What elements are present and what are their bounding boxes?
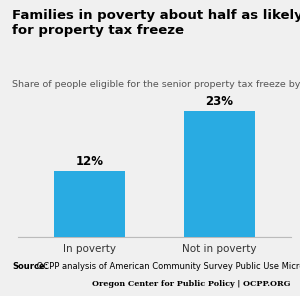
Text: OCPP analysis of American Community Survey Public Use Microdata.: OCPP analysis of American Community Surv…: [34, 262, 300, 271]
Text: Source:: Source:: [12, 262, 48, 271]
Text: 12%: 12%: [76, 155, 103, 168]
Text: Share of people eligible for the senior property tax freeze by poverty: Share of people eligible for the senior …: [12, 80, 300, 89]
Text: Families in poverty about half as likely to be eligible
for property tax freeze: Families in poverty about half as likely…: [12, 9, 300, 37]
Text: Oregon Center for Public Policy | OCPP.ORG: Oregon Center for Public Policy | OCPP.O…: [92, 280, 291, 288]
Bar: [184, 111, 255, 237]
Text: 23%: 23%: [206, 95, 233, 108]
Bar: [54, 171, 125, 237]
